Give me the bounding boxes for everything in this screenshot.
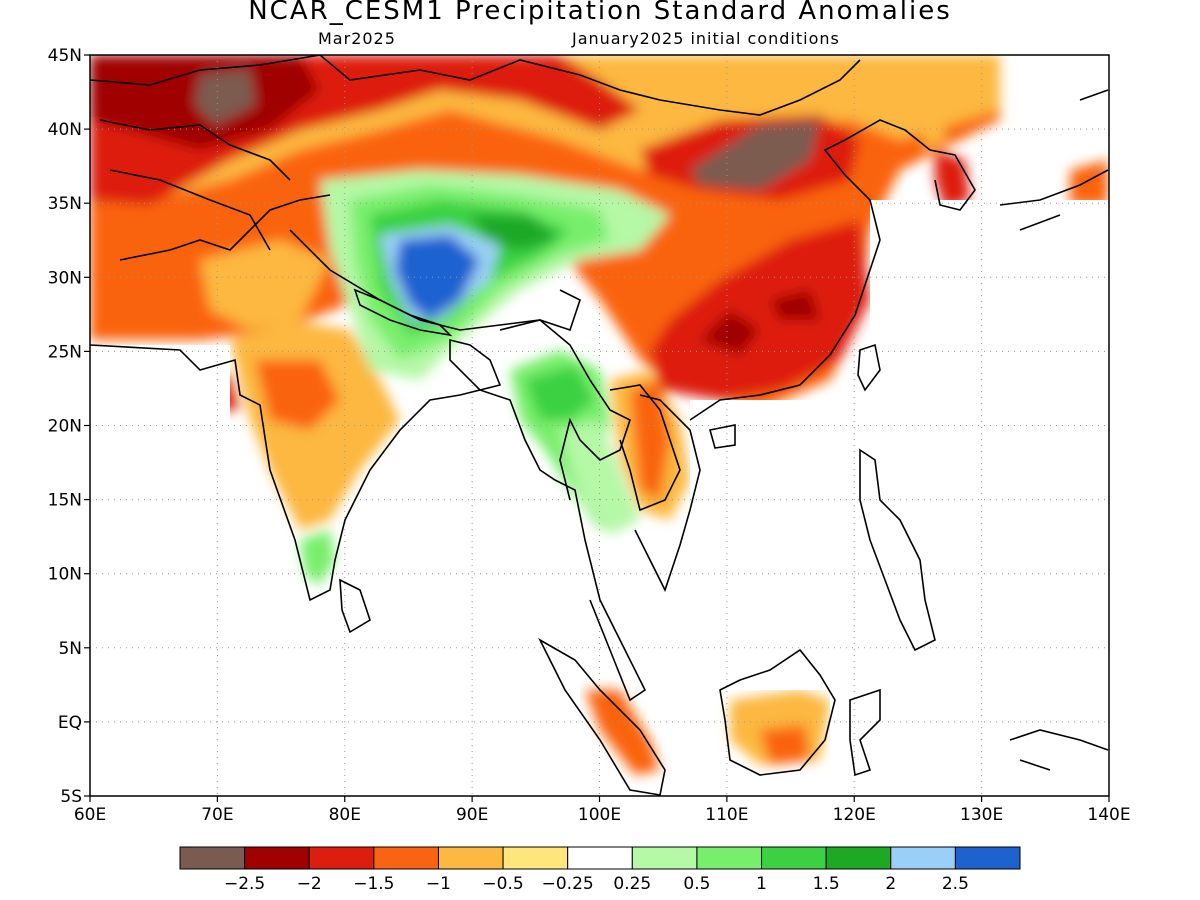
longitude-label: 130E [960,805,1003,825]
indochina-coast [479,389,647,702]
bangladesh-border [449,338,502,391]
anomaly-region [585,690,660,775]
longitude-label: 100E [578,805,621,825]
longitude-labels: 60E 70E 80E 90E 100E 110E 120E 130E 140E [74,796,1131,825]
no-data-mask [400,420,520,600]
korea-coast [929,149,976,211]
longitude-label: 120E [833,805,876,825]
legend-swatch [825,846,892,870]
longitude-label: 80E [329,805,361,825]
legend-label: 2 [885,874,896,894]
longitude-label: 110E [705,805,748,825]
legend-label: −0.5 [482,874,523,894]
sumatra-coast [538,637,666,796]
legend-label: 1 [756,874,767,894]
anomaly-region [300,530,335,585]
sulawesi-coast [849,688,881,777]
longitude-label: 60E [74,805,106,825]
longitude-label: 70E [201,805,233,825]
mongolia-border [319,55,861,116]
new-guinea-coast [1009,729,1109,771]
myanmar-border [499,319,631,501]
anomaly-region [1070,160,1108,205]
vietnam-coast [634,394,701,593]
nepal-border [353,288,453,337]
latitude-label: 25N [48,342,82,362]
no-data-mask [830,200,1108,796]
latitude-label: 20N [48,417,82,437]
chart-title: NCAR_CESM1 Precipitation Standard Anomal… [248,0,952,26]
no-data-mask [660,560,830,690]
legend-label: 0.5 [683,874,710,894]
longitude-label: 140E [1087,805,1130,825]
anomaly-region [760,725,810,765]
borneo-coast [719,648,836,776]
anomaly-region [195,70,255,125]
central-asia-borders [99,119,291,251]
legend-swatch [954,846,1021,870]
legend-label: 2.5 [942,874,969,894]
initial-conditions-label: January2025 initial conditions [572,29,840,48]
latitude-label: 5N [58,639,82,659]
longitude-label: 90E [456,805,488,825]
legend-swatch [502,846,569,870]
coastlines [90,55,1109,796]
legend-swatch [761,846,827,870]
anomaly-region [470,215,560,250]
latitude-label: 10N [48,565,82,585]
anomaly-region [650,220,870,400]
anomaly-region [395,235,480,320]
latitude-label: 5S [60,787,82,807]
legend-swatch [631,846,698,870]
latitude-label: 30N [48,268,82,288]
legend-swatch [179,846,246,870]
legend-swatch [308,846,375,870]
hainan-coast [708,424,736,449]
anomaly-region [525,365,595,420]
himalaya-border [289,229,581,332]
laos-border [609,384,681,512]
color-legend: −2.5 −2 −1.5 −1 −0.5 −0.25 0.25 0.5 1 1.5 2 2.5 [179,846,1021,894]
anomaly-region [700,310,760,355]
legend-swatch [244,846,310,870]
legend-swatch [567,846,633,870]
legend-swatch [890,846,956,870]
india-coastline [90,344,481,602]
anomaly-region [690,120,820,190]
latitude-label: 45N [48,46,82,66]
latitude-label: 40N [48,120,82,140]
legend-label: 1.5 [813,874,840,894]
kazakh-border [90,55,321,86]
pakistan-border [119,194,331,261]
legend-label: 0.25 [613,874,651,894]
forecast-month: Mar2025 [318,29,396,48]
china-coast [689,119,931,421]
legend-label: −2.5 [224,874,265,894]
latitude-label: 35N [48,194,82,214]
legend-swatch [373,846,439,870]
japan-coast [999,89,1109,231]
anomaly-region [770,290,820,320]
no-data-mask [690,400,830,560]
legend-label: −2 [297,874,322,894]
latitude-label: 15N [48,491,82,511]
legend-swatch [696,846,763,870]
no-data-mask [360,600,580,796]
legend-swatch [437,846,504,870]
anomaly-region [200,240,330,330]
legend-label: −1 [426,874,451,894]
anomaly-region [255,360,340,430]
anomaly-region [920,100,945,150]
sri-lanka-coast [339,578,371,634]
philippines-coast [859,448,936,652]
legend-label: −1.5 [353,874,394,894]
legend-label: −0.25 [542,874,594,894]
anomaly-field [90,55,1108,796]
anomaly-region [560,420,640,535]
no-data-mask [90,345,230,795]
taiwan-coast [857,343,881,392]
latitude-label: EQ [58,713,82,733]
latitude-labels: 45N 40N 35N 30N 25N 20N 15N 10N 5N EQ 5S [48,46,90,807]
